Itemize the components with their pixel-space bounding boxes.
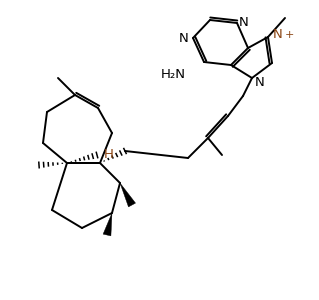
Text: N: N xyxy=(255,76,265,89)
Text: N: N xyxy=(239,16,249,28)
Polygon shape xyxy=(103,213,112,236)
Text: N: N xyxy=(273,28,283,41)
Text: N: N xyxy=(178,32,188,44)
Text: +: + xyxy=(285,30,294,40)
Text: H: H xyxy=(104,148,114,160)
Text: H₂N: H₂N xyxy=(161,68,186,82)
Polygon shape xyxy=(120,183,136,207)
